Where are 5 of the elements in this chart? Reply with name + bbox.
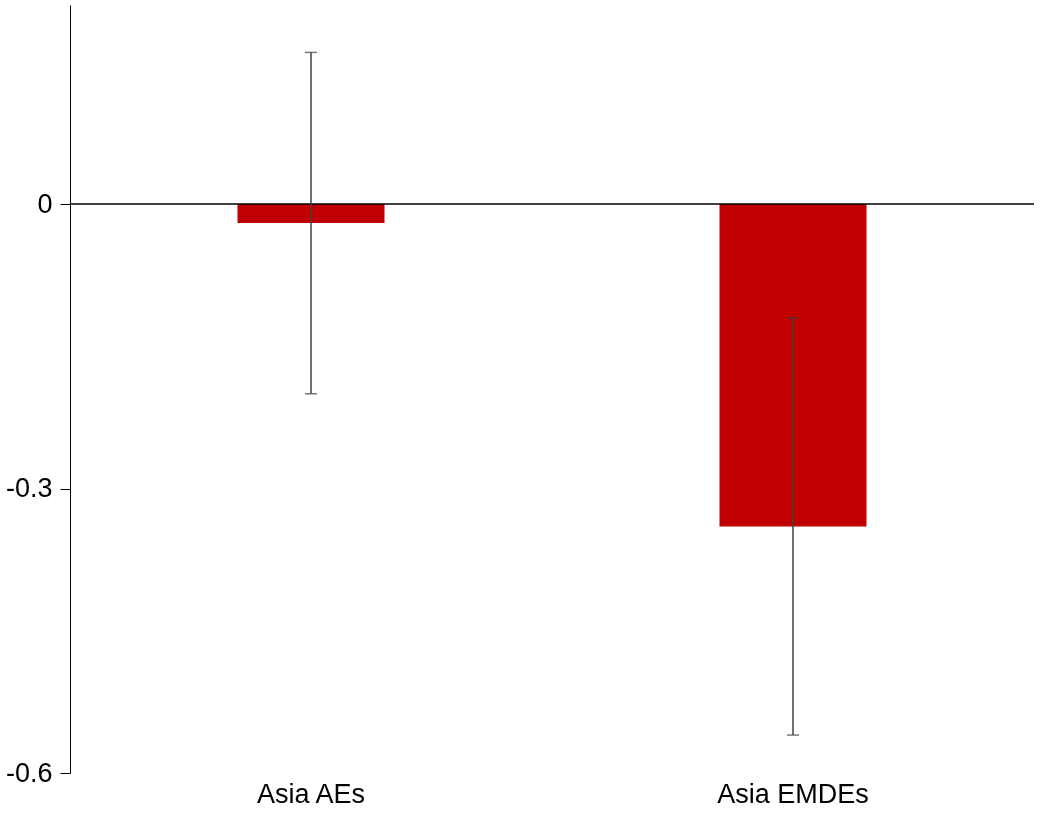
y-tick-label: -0.6 — [5, 757, 53, 788]
x-tick-label: Asia EMDEs — [717, 778, 869, 809]
y-tick-label: 0 — [37, 188, 53, 219]
x-tick-label: Asia AEs — [256, 778, 366, 809]
y-tick-label: -0.3 — [5, 473, 53, 504]
